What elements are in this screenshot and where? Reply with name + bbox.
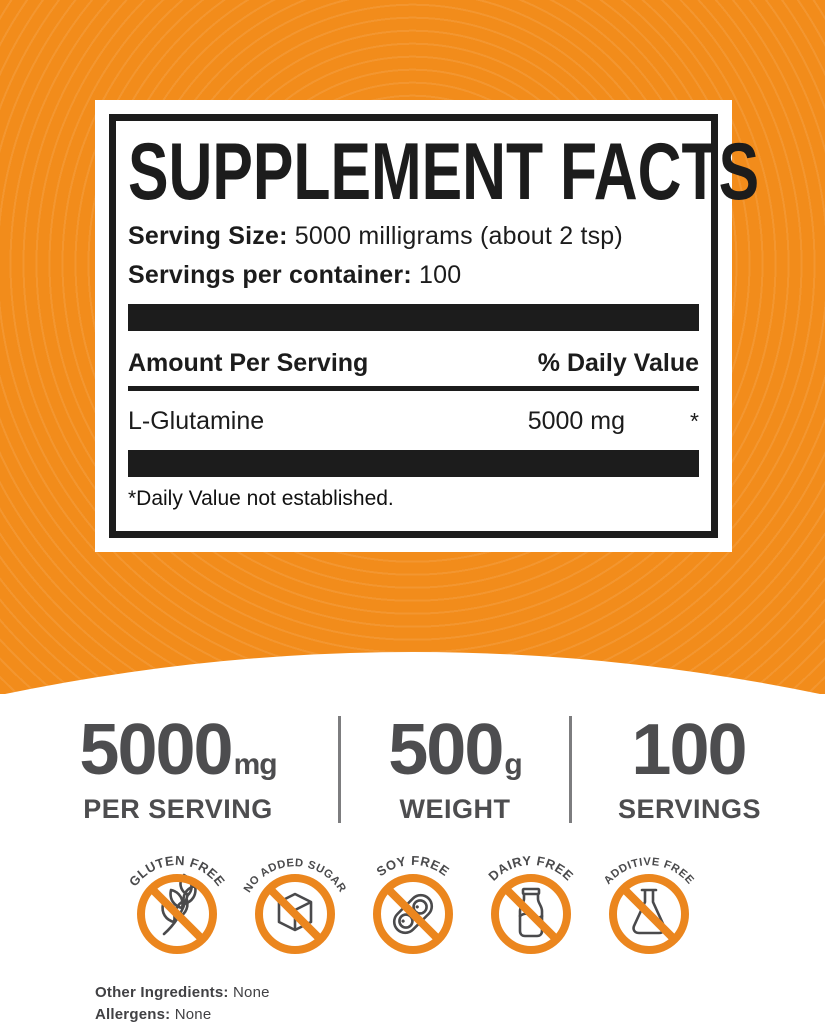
badge-gluten-free: GLUTEN FREE	[125, 853, 227, 954]
allergens-line: Allergens: None	[95, 1006, 270, 1023]
separator-bar-top	[128, 303, 699, 331]
stat-label: WEIGHT	[399, 794, 511, 824]
badge-no-added-sugar: NO ADDED SUGAR	[241, 857, 347, 954]
serving-size-value: 5000 milligrams (about 2 tsp)	[294, 221, 623, 250]
allergens-label: Allergens:	[95, 1006, 171, 1023]
prohibited-circle-icon	[372, 874, 453, 954]
stat-value: 500	[388, 710, 504, 790]
stat-divider	[338, 716, 341, 823]
servings-label: Servings per container:	[128, 260, 412, 289]
amount-per-serving-header: Amount Per Serving	[128, 348, 369, 377]
prohibited-circle-icon	[608, 874, 689, 954]
serving-size-label: Serving Size:	[128, 221, 288, 250]
header-rule	[128, 385, 699, 391]
column-headers: Amount Per Serving % Daily Value	[128, 349, 699, 378]
badge-dairy-free: DAIRY FREE	[485, 853, 576, 954]
stat-divider	[569, 716, 572, 823]
stat-label: PER SERVING	[83, 794, 273, 824]
panel-title: SUPPLEMENT FACTS	[128, 127, 760, 217]
other-ingredients-label: Other Ingredients:	[95, 984, 229, 1001]
stat-weight: 500 g WEIGHT	[341, 712, 569, 825]
stat-unit: g	[504, 748, 522, 781]
badge-soy-free: SOY FREE	[372, 853, 453, 954]
stat-unit: mg	[233, 748, 278, 781]
svg-text:GLUTEN FREE: GLUTEN FREE	[125, 853, 227, 889]
prohibited-circle-icon	[254, 874, 335, 954]
stat-label: SERVINGS	[617, 794, 762, 824]
curved-divider	[0, 652, 825, 695]
stat-value: 100	[631, 710, 747, 790]
stat-per-serving: 5000 mg PER SERVING	[18, 712, 338, 825]
daily-value-header: % Daily Value	[537, 348, 699, 377]
prohibited-circle-icon	[490, 874, 571, 954]
footnote: *Daily Value not established.	[128, 486, 394, 510]
footer-notes: Other Ingredients: None Allergens: None	[95, 984, 270, 1028]
servings-value: 100	[419, 260, 462, 289]
allergens-value: None	[174, 1006, 212, 1023]
stat-servings: 100 SERVINGS	[572, 712, 807, 825]
other-ingredients-line: Other Ingredients: None	[95, 984, 270, 1001]
serving-size-line: Serving Size: 5000 milligrams (about 2 t…	[128, 222, 699, 251]
other-ingredients-value: None	[233, 984, 270, 1001]
ingredient-name: L-Glutamine	[128, 406, 265, 435]
ingredient-row: L-Glutamine 5000 mg *	[128, 407, 699, 436]
servings-per-container-line: Servings per container: 100	[128, 261, 699, 290]
badge-row: GLUTEN FREE NO ADDED SUGAR	[0, 838, 825, 964]
stat-value: 5000	[79, 710, 233, 790]
supplement-facts-border: SUPPLEMENT FACTS Serving Size: 5000 mill…	[109, 114, 760, 538]
prohibited-circle-icon	[136, 874, 217, 954]
supplement-facts-panel: SUPPLEMENT FACTS Serving Size: 5000 mill…	[95, 100, 760, 552]
svg-text:ADDITIVE FREE: ADDITIVE FREE	[601, 856, 695, 887]
separator-bar-bottom	[128, 449, 699, 477]
stats-row: 5000 mg PER SERVING 500 g WEIGHT 100 SER…	[0, 712, 825, 825]
ingredient-amount: 5000 mg	[527, 406, 625, 435]
badge-additive-free: ADDITIVE FREE	[601, 856, 695, 954]
ingredient-daily-value: *	[690, 407, 699, 434]
